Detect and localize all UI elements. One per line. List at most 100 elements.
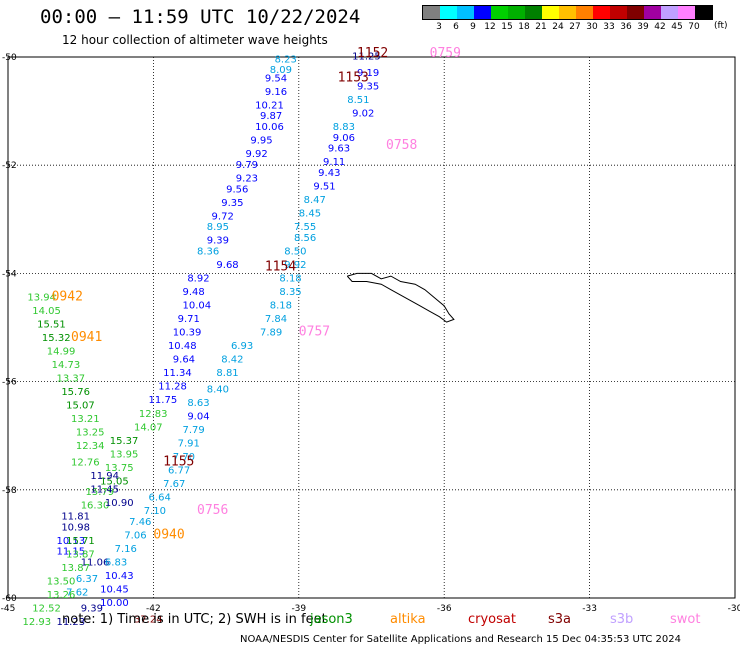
wave-height-label: 11.28 <box>158 382 187 393</box>
wave-height-label: 10.43 <box>105 571 134 582</box>
lon-tick-label: -39 <box>291 604 306 614</box>
lon-tick-label: -42 <box>146 604 161 614</box>
wave-height-label: 13.75 <box>105 463 134 474</box>
legend-swatch <box>423 6 440 19</box>
wave-height-label: 6.83 <box>105 558 127 569</box>
lon-tick-label: -36 <box>437 604 452 614</box>
legend-swatches <box>422 5 713 20</box>
wave-height-label: 10.06 <box>255 122 284 133</box>
time-label: 1155 <box>163 454 194 469</box>
wave-height-label: 15.07 <box>66 401 95 412</box>
time-label: 1153 <box>338 70 369 85</box>
wave-height-label: 14.05 <box>32 306 61 317</box>
time-label: 0758 <box>386 138 417 153</box>
legend-swatch <box>542 6 559 19</box>
legend-label: 42 <box>654 22 666 32</box>
wave-height-label: 7.91 <box>178 439 200 450</box>
satellite-cryosat: cryosat <box>468 612 516 627</box>
legend-swatch <box>440 6 457 19</box>
wave-height-label: 12.83 <box>139 409 168 420</box>
wave-height-label: 14.07 <box>134 422 163 433</box>
wave-height-label: 11.81 <box>61 512 90 523</box>
wave-height-label: 9.92 <box>284 260 306 271</box>
legend-swatch <box>678 6 695 19</box>
time-label: 0941 <box>71 330 102 345</box>
lat-tick-label: -58 <box>2 486 17 496</box>
satellite-s3b: s3b <box>610 612 634 627</box>
wave-height-label: 8.83 <box>333 122 355 133</box>
wave-height-label: 10.00 <box>100 598 129 609</box>
wave-height-label: 8.95 <box>207 222 229 233</box>
wave-height-label: 11.15 <box>56 547 85 558</box>
wave-height-label: 9.56 <box>226 184 248 195</box>
wave-height-label: 8.92 <box>187 274 209 285</box>
wave-height-label: 9.54 <box>265 73 287 84</box>
wave-height-label: 8.23 <box>275 54 297 65</box>
wave-height-label: 10.21 <box>255 100 284 111</box>
wave-height-label: 6.64 <box>149 493 171 504</box>
wave-height-label: 8.18 <box>279 274 301 285</box>
credit-line: NOAA/NESDIS Center for Satellite Applica… <box>240 634 682 645</box>
wave-height-label: 13.37 <box>56 374 85 385</box>
wave-height-label: 13.87 <box>66 549 95 560</box>
wave-height-label: 10.04 <box>182 301 211 312</box>
legend-labels: 3 6 9 12 15 18 21 24 27 30 33 36 39 42 45 70 <box>422 20 713 34</box>
lon-tick-label: -33 <box>582 604 597 614</box>
legend-label: 12 <box>484 22 496 32</box>
wave-height-label: 7.89 <box>260 328 282 339</box>
wave-height-label: 15.05 <box>100 476 129 487</box>
wave-height-label: 10.90 <box>105 498 134 509</box>
time-label: 1152 <box>357 46 388 61</box>
wave-height-label: 7.10 <box>144 506 166 517</box>
wave-height-label: 16.30 <box>81 501 110 512</box>
wave-height-label: 13.21 <box>71 414 100 425</box>
wave-height-label: 9.87 <box>260 111 282 122</box>
wave-height-label: 9.72 <box>212 211 234 222</box>
wave-height-label: 13.25 <box>76 428 105 439</box>
time-label: 0942 <box>52 289 83 304</box>
legend-label: 18 <box>518 22 530 32</box>
wave-height-label: 7.79 <box>182 425 204 436</box>
legend-label: 70 <box>688 22 700 32</box>
wave-height-label: 8.47 <box>304 195 326 206</box>
wave-height-label: 37.24 <box>134 614 163 625</box>
wave-height-label: 11.23 <box>56 617 85 628</box>
time-label: 0756 <box>197 503 228 518</box>
wave-height-label: 10.48 <box>168 341 197 352</box>
legend-swatch <box>525 6 542 19</box>
wave-height-label: 10.45 <box>100 585 129 596</box>
legend-swatch <box>491 6 508 19</box>
wave-height-label: 8.40 <box>207 384 229 395</box>
wave-height-label: 9.68 <box>216 260 238 271</box>
lon-tick-label: -30 <box>728 604 740 614</box>
wave-height-label: 9.92 <box>245 149 267 160</box>
wave-height-label: 6.37 <box>76 574 98 585</box>
wave-height-label: 9.48 <box>182 287 204 298</box>
wave-height-label: 13.95 <box>110 449 139 460</box>
wave-height-label: 7.67 <box>163 479 185 490</box>
wave-height-label: 15.51 <box>37 320 66 331</box>
wave-height-label: 9.04 <box>187 411 209 422</box>
footer-note: note: 1) Time is in UTC; 2) SWH is in fe… <box>62 612 327 627</box>
lat-tick-label: -50 <box>2 53 17 63</box>
wave-height-label: 6.77 <box>168 466 190 477</box>
legend-swatch <box>508 6 525 19</box>
legend-label: 45 <box>671 22 683 32</box>
time-label: 0757 <box>299 325 330 340</box>
legend-swatch <box>593 6 610 19</box>
wave-height-label: 8.36 <box>197 246 219 257</box>
wave-height-label: 8.56 <box>294 233 316 244</box>
legend-swatch <box>474 6 491 19</box>
wave-height-label: 8.45 <box>299 209 321 220</box>
wave-height-label: 15.32 <box>42 333 71 344</box>
wave-height-label: 9.02 <box>352 109 374 120</box>
wave-height-label: 7.62 <box>66 587 88 598</box>
time-label: 0940 <box>153 527 184 542</box>
wave-height-label: 13.87 <box>61 563 90 574</box>
wave-height-label: 7.55 <box>294 222 316 233</box>
legend-swatch <box>559 6 576 19</box>
wave-height-label: 11.06 <box>81 558 110 569</box>
wave-height-label: 9.39 <box>81 604 103 615</box>
wave-height-label: 7.70 <box>173 452 195 463</box>
